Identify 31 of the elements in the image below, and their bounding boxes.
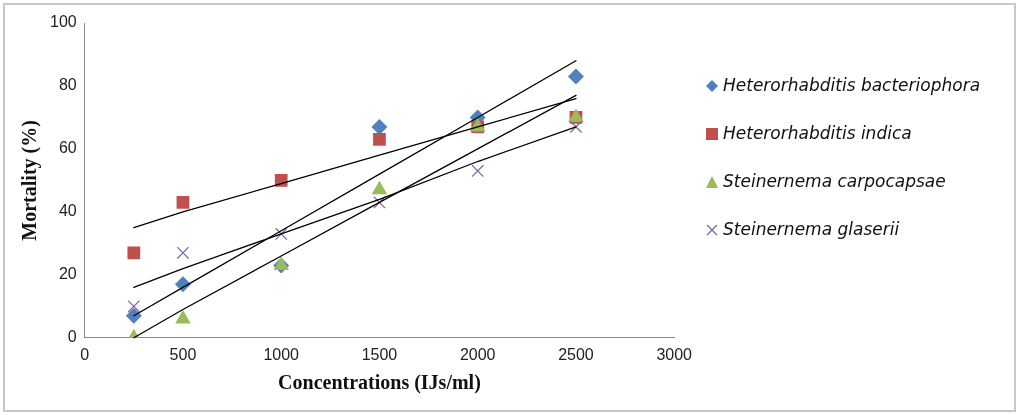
point (274, 227, 288, 241)
x-tick-label: 3000 (656, 345, 693, 363)
y-axis-title: Mortality (%) (18, 120, 42, 241)
point (567, 68, 584, 85)
y-tick-label: 40 (58, 202, 77, 220)
y-tick-label: 60 (58, 139, 77, 157)
y-tick-label: 100 (49, 13, 77, 31)
legend-label: Steinernema carpocapsae (723, 171, 946, 191)
point (176, 196, 190, 209)
y-tick-label: 80 (58, 76, 77, 94)
point (373, 133, 386, 146)
legend-label: Heterorhabditis indica (723, 123, 912, 143)
point (176, 246, 190, 260)
point (127, 300, 141, 313)
point (125, 307, 142, 324)
x-tick-label: 1500 (361, 345, 398, 363)
x-tick-label: 2000 (459, 345, 496, 363)
y-tick-label: 20 (58, 265, 77, 283)
point (371, 118, 388, 135)
x-tick-label: 2500 (558, 345, 594, 363)
point (471, 164, 484, 178)
x-tick-label: 1000 (263, 345, 300, 363)
x-tick-label: 0 (80, 345, 90, 363)
y-tick-label: 0 (67, 328, 77, 346)
point (373, 196, 386, 209)
x-tick-label: 500 (169, 345, 197, 363)
point (127, 246, 141, 260)
point (569, 120, 583, 134)
legend-label: Heterorhabditis bacteriophora (723, 75, 981, 95)
x-axis-title: Concentrations (IJs/ml) (278, 371, 481, 395)
legend-label: Steinernema glaserii (723, 219, 900, 239)
